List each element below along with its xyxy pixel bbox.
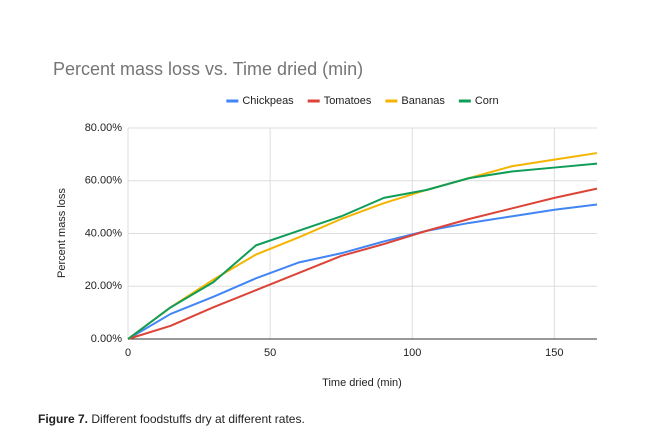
y-tick-label: 80.00% bbox=[85, 122, 123, 134]
y-tick-label: 20.00% bbox=[85, 280, 123, 292]
legend-label: Tomatoes bbox=[324, 95, 372, 107]
legend-swatch bbox=[458, 99, 471, 103]
x-tick-label: 0 bbox=[125, 347, 131, 359]
y-tick-label: 0.00% bbox=[91, 333, 122, 345]
caption-label: Figure 7. bbox=[38, 412, 88, 426]
caption: Figure 7. Different foodstuffs dry at di… bbox=[38, 412, 305, 426]
y-tick-label: 40.00% bbox=[85, 227, 123, 239]
legend-label: Bananas bbox=[401, 95, 445, 107]
y-axis-label: Percent mass loss bbox=[56, 188, 68, 278]
legend-label: Chickpeas bbox=[242, 95, 294, 107]
chart-title: Percent mass loss vs. Time dried (min) bbox=[53, 59, 363, 79]
series-line bbox=[127, 162, 598, 340]
y-tick-label: 60.00% bbox=[85, 175, 123, 187]
series-line bbox=[127, 203, 598, 340]
caption-text: Different foodstuffs dry at different ra… bbox=[91, 412, 304, 426]
series-line bbox=[127, 152, 598, 340]
x-tick-label: 50 bbox=[264, 347, 276, 359]
legend-label: Corn bbox=[475, 95, 499, 107]
x-tick-label: 150 bbox=[545, 347, 563, 359]
legend-swatch bbox=[385, 99, 398, 103]
x-tick-label: 100 bbox=[403, 347, 421, 359]
legend-swatch bbox=[226, 99, 239, 103]
legend-swatch bbox=[307, 99, 320, 103]
x-axis-label: Time dried (min) bbox=[322, 377, 402, 389]
series-line bbox=[127, 187, 598, 340]
